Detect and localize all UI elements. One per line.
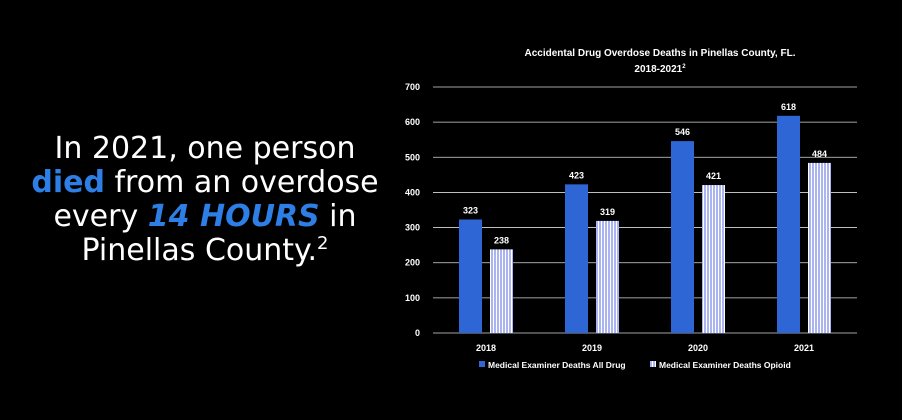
x-tick-label: 2019	[582, 343, 602, 353]
y-tick-label: 100	[405, 293, 420, 303]
chart-title: Accidental Drug Overdose Deaths in Pinel…	[525, 48, 796, 59]
bar-opioid	[596, 220, 619, 333]
data-label: 238	[494, 235, 509, 245]
x-tick-label: 2021	[794, 343, 814, 353]
y-tick-label: 400	[405, 187, 420, 197]
headline-highlight-died: died	[31, 165, 105, 200]
data-label: 319	[600, 207, 615, 217]
bar-all-drug	[777, 115, 800, 334]
y-tick-label: 200	[405, 258, 420, 268]
data-label: 323	[463, 205, 478, 215]
headline-footnote: 2	[317, 233, 329, 254]
bar-opioid	[490, 249, 513, 333]
y-tick-label: 700	[405, 82, 420, 92]
y-axis-ticks: 0 100 200 300 400 500 600 700	[405, 82, 420, 338]
headline-text-3: in Pinellas County.	[81, 199, 357, 268]
x-tick-label: 2020	[688, 343, 708, 353]
chart-subtitle-footnote: 2	[682, 64, 686, 70]
bar-all-drug	[459, 219, 482, 333]
bar-all-drug	[671, 141, 694, 333]
y-tick-label: 300	[405, 223, 420, 233]
y-tick-label: 500	[405, 152, 420, 162]
x-axis-ticks: 2018 2019 2020 2021	[476, 343, 814, 353]
y-tick-label: 600	[405, 117, 420, 127]
data-label: 423	[569, 170, 584, 180]
data-label: 484	[812, 149, 827, 159]
bars	[459, 115, 831, 334]
data-label: 618	[781, 102, 796, 112]
headline: In 2021, one person died from an overdos…	[20, 132, 390, 268]
data-labels: 323 238 423 319 546 421 618 484	[463, 102, 827, 246]
legend-label: Medical Examiner Deaths Opioid	[659, 360, 791, 370]
overdose-deaths-chart: Accidental Drug Overdose Deaths in Pinel…	[405, 48, 857, 370]
legend-swatch	[650, 361, 656, 367]
headline-text-1: In 2021, one person	[54, 131, 356, 166]
data-label: 421	[706, 171, 721, 181]
bar-all-drug	[565, 184, 588, 333]
bar-opioid	[702, 185, 725, 333]
x-tick-label: 2018	[476, 343, 496, 353]
chart-subtitle-text: 2018-2021	[634, 64, 682, 75]
bar-opioid	[808, 162, 831, 333]
chart-subtitle: 2018-20212	[634, 64, 686, 75]
legend-label: Medical Examiner Deaths All Drug	[488, 360, 626, 370]
data-label: 546	[675, 127, 690, 137]
headline-text-2: from an overdose every	[53, 165, 379, 234]
y-tick-label: 0	[415, 328, 420, 338]
headline-highlight-hours: 14 HOURS	[147, 199, 320, 234]
legend: Medical Examiner Deaths All Drug Medical …	[479, 360, 791, 370]
legend-swatch	[479, 361, 485, 367]
